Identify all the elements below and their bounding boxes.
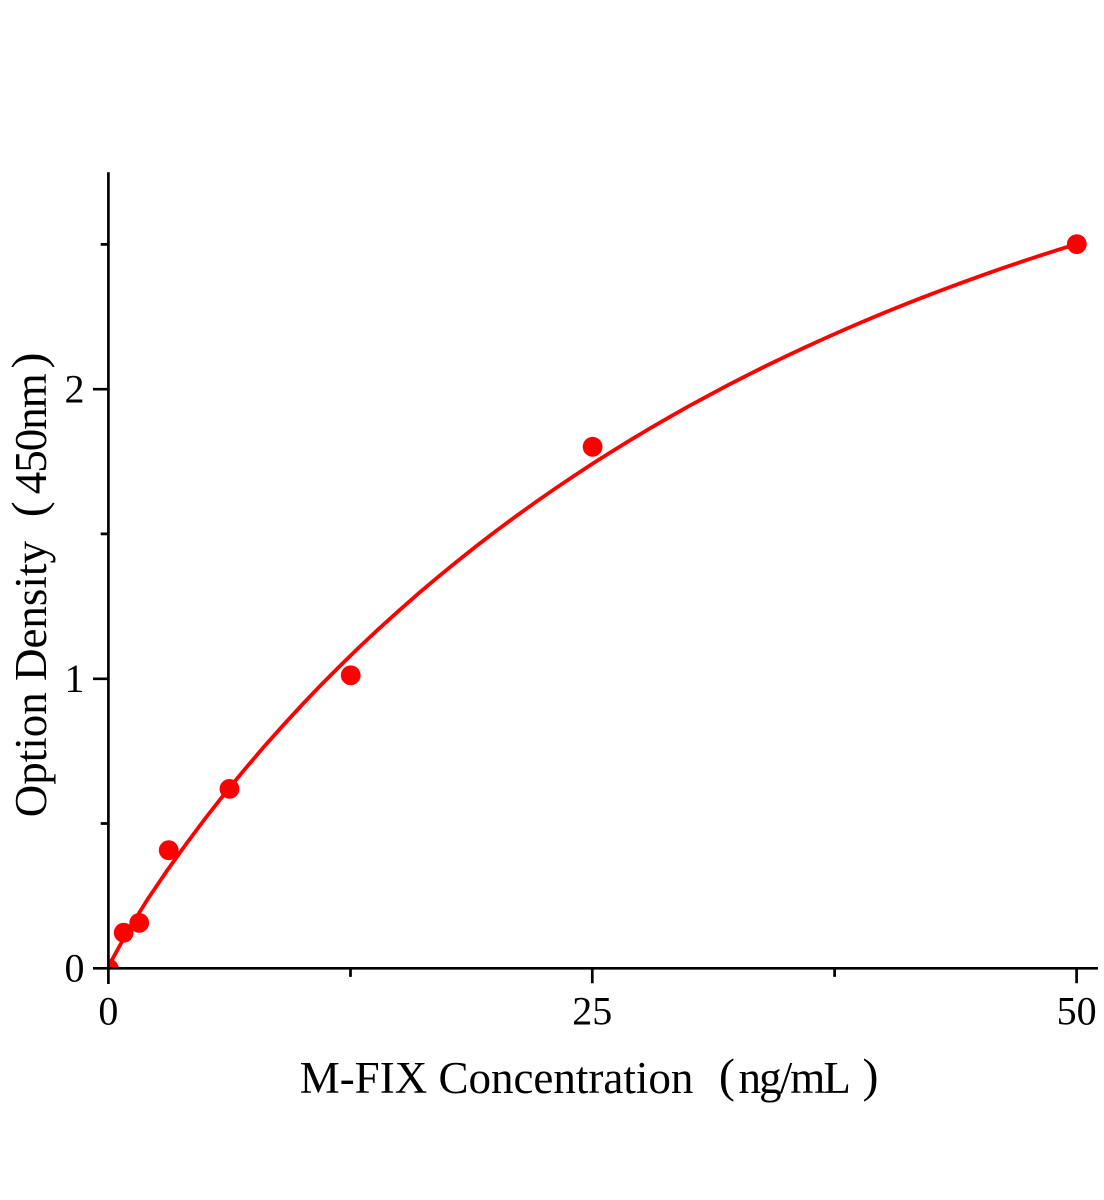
svg-text:0: 0 [65, 945, 85, 990]
svg-text:): ) [863, 1050, 879, 1103]
svg-text:25: 25 [572, 989, 612, 1034]
svg-text:M-FIX Concentration: M-FIX Concentration [300, 1053, 694, 1103]
svg-text:1: 1 [65, 656, 85, 701]
svg-text:50: 50 [1057, 989, 1097, 1034]
svg-text:Option Density: Option Density [6, 541, 56, 818]
svg-text:0: 0 [98, 989, 118, 1034]
svg-text:): ) [3, 353, 56, 369]
svg-text:(: ( [3, 501, 56, 517]
svg-text:(: ( [719, 1050, 735, 1103]
svg-text:ng/mL: ng/mL [739, 1053, 850, 1103]
svg-text:2: 2 [65, 366, 85, 411]
svg-text:450nm: 450nm [6, 373, 56, 494]
